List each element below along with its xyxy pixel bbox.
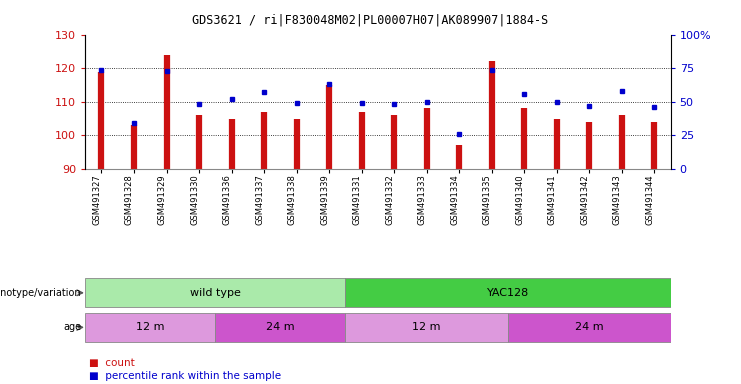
Bar — [85, 278, 345, 308]
Bar — [345, 278, 671, 308]
Bar — [508, 313, 671, 342]
Text: GDS3621 / ri|F830048M02|PL00007H07|AK089907|1884-S: GDS3621 / ri|F830048M02|PL00007H07|AK089… — [193, 13, 548, 26]
Text: 12 m: 12 m — [413, 322, 441, 333]
Text: 12 m: 12 m — [136, 322, 165, 333]
Bar — [216, 313, 345, 342]
Text: YAC128: YAC128 — [487, 288, 529, 298]
Text: 24 m: 24 m — [266, 322, 295, 333]
Bar — [85, 313, 216, 342]
Bar — [345, 313, 508, 342]
Text: ■  percentile rank within the sample: ■ percentile rank within the sample — [89, 371, 281, 381]
Text: wild type: wild type — [190, 288, 241, 298]
Text: 24 m: 24 m — [575, 322, 604, 333]
Text: genotype/variation: genotype/variation — [0, 288, 82, 298]
Text: age: age — [64, 322, 82, 333]
Text: ■  count: ■ count — [89, 358, 135, 368]
